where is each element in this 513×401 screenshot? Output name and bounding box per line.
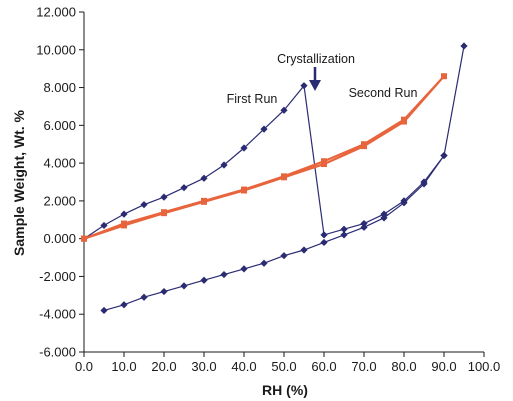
data-point-first-run: [420, 180, 428, 188]
y-tick-label: -2.000: [39, 269, 76, 284]
data-point-first-run: [200, 174, 208, 182]
annotations: Crystallization First Run Second Run: [227, 52, 418, 106]
x-tick-label: 100.0: [468, 359, 501, 374]
y-tick-label: -6.000: [39, 345, 76, 360]
data-point-second-run: [441, 73, 447, 80]
y-tick-label: 8.000: [43, 80, 76, 95]
data-point-first-run: [160, 193, 168, 201]
data-point-second-run: [281, 174, 287, 181]
data-point-first-run: [260, 259, 268, 267]
data-point-first-run: [440, 151, 448, 160]
data-point-first-run: [140, 293, 148, 301]
x-tick-label: 50.0: [271, 359, 296, 374]
data-point-first-run: [360, 223, 368, 231]
x-tick-label: 80.0: [391, 359, 416, 374]
data-point-first-run: [300, 82, 308, 90]
axes: -6.000 -4.000 -2.000 0.000 2.000 4.000 6.000 8.…: [36, 5, 500, 375]
annotation-crystallization: Crystallization: [277, 52, 355, 66]
y-tick-label: 2.000: [43, 193, 76, 208]
x-tick-label: 20.0: [151, 359, 176, 374]
series-line-first-run: [83, 45, 465, 311]
data-point-first-run: [120, 301, 128, 309]
data-point-first-run: [160, 287, 168, 296]
data-point-first-run: [240, 144, 248, 152]
x-tick-label: 30.0: [191, 359, 216, 374]
x-axis-title: RH (%): [262, 382, 308, 398]
y-tick-label: -4.000: [39, 307, 76, 322]
data-point-second-run: [161, 210, 167, 217]
data-point-first-run: [100, 221, 108, 230]
data-point-first-run: [460, 42, 468, 50]
data-point-second-run: [241, 187, 247, 194]
y-tick-label: 6.000: [43, 118, 76, 133]
data-point-first-run: [300, 246, 308, 254]
data-point-first-run: [240, 265, 248, 273]
y-tick-label: 10.000: [36, 42, 76, 57]
data-point-first-run: [340, 231, 348, 239]
annotation-second-run: Second Run: [349, 86, 418, 100]
data-point-first-run: [100, 306, 108, 315]
data-point-first-run: [180, 184, 188, 192]
y-tick-label: 0.000: [43, 231, 76, 246]
data-point-second-run: [401, 118, 407, 125]
x-tick-label: 10.0: [111, 359, 136, 374]
data-point-first-run: [260, 125, 268, 133]
data-point-first-run: [360, 219, 368, 228]
data-point-first-run: [320, 238, 328, 247]
data-point-second-run: [361, 143, 367, 150]
data-point-first-run: [120, 210, 128, 218]
y-tick-label: 4.000: [43, 156, 76, 171]
x-tick-label: 90.0: [431, 359, 456, 374]
data-point-second-run: [201, 198, 207, 205]
data-point-second-run: [321, 161, 327, 168]
data-point-first-run: [340, 225, 348, 233]
series-layer: [80, 42, 468, 315]
data-point-second-run: [121, 222, 127, 229]
x-tick-label: 40.0: [231, 359, 256, 374]
x-tick-label: 60.0: [311, 359, 336, 374]
data-point-first-run: [280, 252, 288, 260]
data-point-second-run: [81, 235, 87, 242]
data-point-first-run: [400, 199, 408, 207]
crystallization-arrow-head: [309, 80, 321, 91]
x-tick-label: 0.0: [75, 359, 93, 374]
data-point-first-run: [320, 231, 328, 239]
data-point-first-run: [380, 214, 388, 222]
data-point-first-run: [220, 161, 228, 169]
y-tick-label: 12.000: [36, 5, 76, 20]
data-point-first-run: [180, 282, 188, 290]
annotation-first-run: First Run: [227, 92, 278, 106]
x-tick-label: 70.0: [351, 359, 376, 374]
y-axis-title: Sample Weight, Wt. %: [11, 109, 27, 256]
data-point-first-run: [140, 201, 148, 209]
data-point-first-run: [220, 270, 228, 279]
data-point-first-run: [280, 106, 288, 114]
data-point-first-run: [380, 210, 388, 218]
data-point-first-run: [200, 276, 208, 284]
